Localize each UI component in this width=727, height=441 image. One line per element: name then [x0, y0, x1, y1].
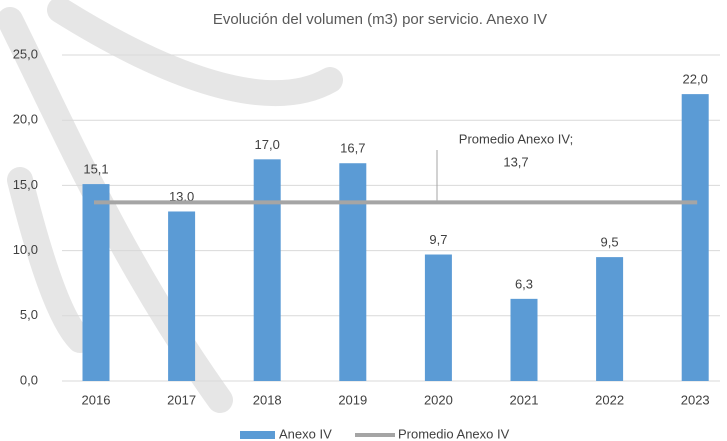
- y-tick-label: 0,0: [20, 372, 38, 387]
- x-tick-label: 2017: [167, 392, 196, 407]
- x-tick-label: 2021: [510, 392, 539, 407]
- y-tick-label: 10,0: [13, 242, 38, 257]
- y-tick-label: 20,0: [13, 112, 38, 127]
- bar: [511, 299, 538, 381]
- x-tick-label: 2020: [424, 392, 453, 407]
- x-tick-label: 2018: [253, 392, 282, 407]
- legend-swatch: [240, 431, 275, 439]
- legend-label: Anexo IV: [279, 426, 332, 441]
- y-tick-label: 15,0: [13, 177, 38, 192]
- bar: [682, 94, 709, 381]
- bar: [339, 163, 366, 381]
- value-label: 9,7: [429, 232, 447, 247]
- x-tick-label: 2019: [338, 392, 367, 407]
- annotation-value: 13,7: [503, 154, 528, 169]
- chart: Evolución del volumen (m3) por servicio.…: [0, 0, 727, 441]
- chart-title: Evolución del volumen (m3) por servicio.…: [213, 11, 547, 28]
- y-tick-label: 25,0: [13, 46, 38, 61]
- value-label: 15,1: [83, 162, 108, 177]
- value-label: 17,0: [255, 137, 280, 152]
- bar: [596, 257, 623, 381]
- x-tick-label: 2016: [82, 392, 111, 407]
- y-tick-label: 5,0: [20, 307, 38, 322]
- bar: [254, 159, 281, 381]
- value-label: 22,0: [683, 72, 708, 87]
- bar: [83, 184, 110, 381]
- bar: [168, 211, 195, 381]
- value-label: 16,7: [340, 141, 365, 156]
- legend-label: Promedio Anexo IV: [398, 426, 510, 441]
- annotation: Promedio Anexo IV;: [459, 131, 573, 146]
- x-tick-label: 2023: [681, 392, 710, 407]
- x-tick-label: 2022: [595, 392, 624, 407]
- bar: [425, 255, 452, 381]
- value-label: 9,5: [601, 235, 619, 250]
- value-label: 6,3: [515, 276, 533, 291]
